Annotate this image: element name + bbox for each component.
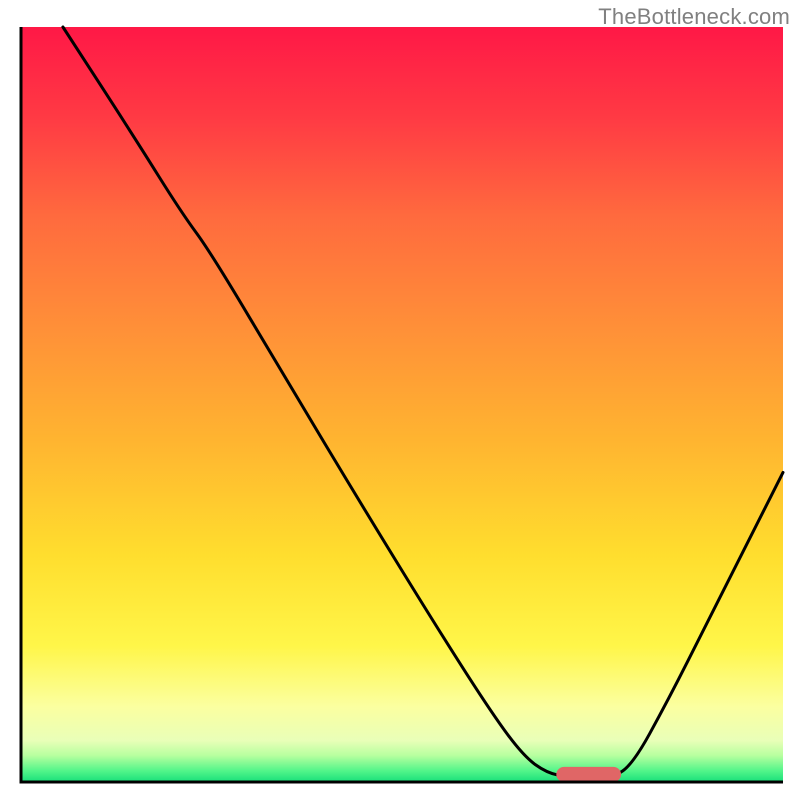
- chart-stage: TheBottleneck.com: [0, 0, 800, 800]
- watermark-text: TheBottleneck.com: [598, 4, 790, 30]
- gradient-chart: [0, 0, 800, 800]
- optimal-marker: [556, 767, 621, 782]
